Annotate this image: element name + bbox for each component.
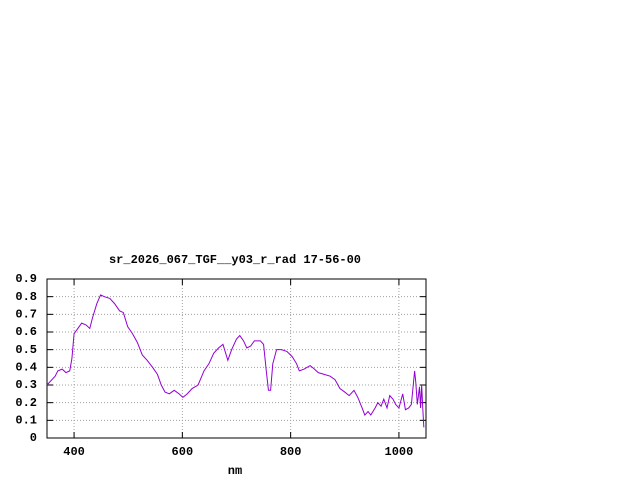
y-tick-label: 0.5 bbox=[15, 343, 37, 357]
y-tick-label: 0.7 bbox=[15, 308, 37, 322]
y-tick-label: 0.8 bbox=[15, 290, 37, 304]
x-tick-label: 600 bbox=[172, 445, 194, 459]
data-line bbox=[46, 294, 425, 428]
y-tick-label: 0 bbox=[30, 431, 37, 445]
y-tick-label: 0.1 bbox=[15, 414, 37, 428]
x-tick-label: 400 bbox=[63, 445, 85, 459]
plot-frame bbox=[46, 278, 427, 439]
y-tick-label: 0.4 bbox=[15, 361, 37, 375]
y-tick-label: 0.9 bbox=[15, 272, 37, 286]
x-tick-label: 800 bbox=[280, 445, 302, 459]
chart-title: sr_2026_067_TGF__y03_r_rad 17-56-00 bbox=[109, 253, 361, 267]
y-tick-label: 0.3 bbox=[15, 378, 37, 392]
y-tick-label: 0.2 bbox=[15, 396, 37, 410]
x-tick-label: 1000 bbox=[385, 445, 414, 459]
y-tick-label: 0.6 bbox=[15, 325, 37, 339]
x-axis-label: nm bbox=[228, 464, 242, 478]
